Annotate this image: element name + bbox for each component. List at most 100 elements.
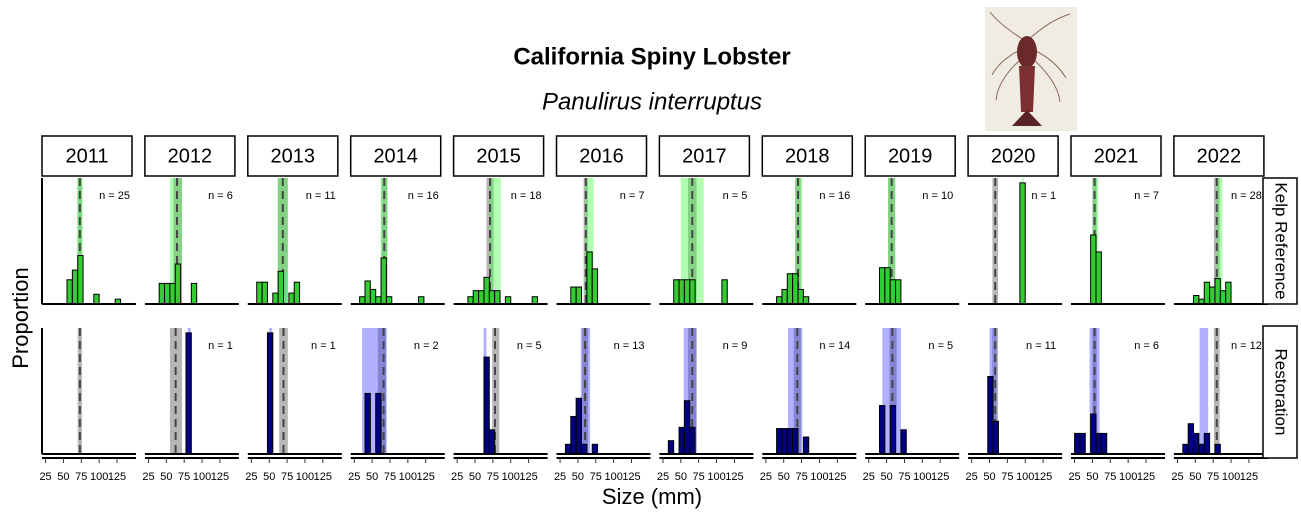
- reference-band: [486, 178, 494, 304]
- x-tick-label: 100: [1119, 471, 1137, 483]
- histogram-bar: [878, 405, 886, 455]
- sample-size: n = 2: [414, 340, 439, 352]
- histogram-bar: [884, 267, 891, 305]
- reference-band: [169, 328, 183, 454]
- x-tick-label: 75: [1207, 471, 1219, 483]
- histogram-bar: [158, 282, 166, 305]
- histogram-bar: [364, 392, 371, 455]
- histogram-bar: [359, 296, 366, 305]
- histogram-bar: [1074, 432, 1081, 455]
- facet-year: 2017: [682, 145, 727, 167]
- reference-band: [793, 328, 801, 454]
- confidence-band: [888, 178, 896, 304]
- histogram-bar: [385, 296, 393, 305]
- reference-band: [381, 178, 388, 304]
- facet-strip: [1173, 135, 1265, 177]
- confidence-band: [680, 178, 704, 304]
- reference-band: [377, 328, 387, 454]
- facet-year: 2015: [476, 145, 521, 167]
- histogram-bar: [802, 436, 810, 455]
- facet-strip: [349, 135, 442, 177]
- reference-band: [277, 178, 288, 304]
- histogram-bar: [667, 440, 675, 455]
- histogram-bar: [272, 292, 279, 305]
- x-tick-label: 25: [1068, 471, 1080, 483]
- facet-strip: [41, 135, 133, 177]
- histogram-bar: [169, 282, 176, 305]
- sample-size: n = 18: [511, 190, 542, 202]
- facet-year: 2013: [271, 145, 316, 167]
- x-tick-label: 75: [178, 471, 190, 483]
- sample-size: n = 6: [1134, 340, 1159, 352]
- sample-size: n = 1: [1031, 190, 1056, 202]
- x-tick-label: 75: [75, 471, 87, 483]
- x-tick-label: 50: [366, 471, 378, 483]
- sample-size: n = 14: [819, 340, 850, 352]
- sample-size: n = 5: [723, 190, 748, 202]
- facet-year: 2020: [991, 145, 1036, 167]
- x-tick-label: 100: [1222, 471, 1240, 483]
- confidence-band: [795, 178, 803, 304]
- x-tick-label: 50: [160, 471, 172, 483]
- histogram-bar: [256, 281, 263, 305]
- x-tick-label: 25: [451, 471, 463, 483]
- x-tick-label: 100: [913, 471, 931, 483]
- histogram-bar: [1095, 432, 1102, 455]
- facet-year: 2018: [785, 145, 830, 167]
- histogram-bar: [277, 270, 285, 305]
- facet-strip: [247, 135, 339, 177]
- histogram-bar: [1214, 278, 1221, 305]
- reference-band: [77, 328, 82, 454]
- histogram-bar: [1198, 443, 1205, 455]
- x-tick-label: 100: [1016, 471, 1034, 483]
- facet-strip: [967, 135, 1059, 177]
- histogram-bar: [288, 292, 295, 305]
- lobster-illustration: [985, 7, 1077, 131]
- histogram-bar: [895, 279, 902, 305]
- x-axis-label: Size (mm): [602, 484, 702, 509]
- sample-size: n = 7: [1134, 190, 1159, 202]
- sample-size: n = 13: [614, 340, 645, 352]
- reference-band: [77, 178, 82, 304]
- confidence-band: [882, 328, 901, 454]
- x-tick-label: 75: [384, 471, 396, 483]
- row-strip: [1262, 177, 1298, 305]
- histogram-bar: [591, 443, 599, 455]
- x-tick-label: 125: [931, 471, 949, 483]
- sample-size: n = 16: [819, 190, 850, 202]
- row-label: Kelp Reference: [1272, 182, 1291, 299]
- row-strip: [1262, 325, 1298, 459]
- histogram-bar: [878, 267, 886, 305]
- histogram-bar: [164, 282, 171, 305]
- x-tick-label: 100: [502, 471, 520, 483]
- histogram-bar: [380, 257, 387, 305]
- x-tick-label: 50: [881, 471, 893, 483]
- histogram-bar: [504, 296, 512, 305]
- x-tick-label: 100: [707, 471, 725, 483]
- row-label: Restoration: [1272, 349, 1291, 436]
- histogram-bar: [591, 268, 599, 305]
- histogram-bar: [992, 420, 999, 455]
- sample-size: n = 7: [620, 190, 645, 202]
- x-tick-label: 125: [314, 471, 332, 483]
- histogram-bar: [987, 375, 994, 455]
- histogram-bar: [1225, 281, 1232, 305]
- histogram-bar: [570, 286, 577, 305]
- facet-year: 2021: [1094, 145, 1139, 167]
- histogram-bar: [678, 279, 685, 305]
- x-tick-label: 75: [1001, 471, 1013, 483]
- reference-band: [795, 178, 801, 304]
- sample-size: n = 1: [208, 340, 233, 352]
- histogram-bar: [364, 280, 371, 305]
- confidence-band: [380, 178, 388, 304]
- confidence-band: [1089, 328, 1100, 454]
- histogram-bar: [375, 296, 382, 305]
- sample-size: n = 25: [99, 190, 130, 202]
- histogram-bar: [586, 251, 593, 305]
- x-tick-label: 125: [519, 471, 537, 483]
- histogram-bar: [689, 426, 696, 455]
- x-tick-label: 25: [863, 471, 875, 483]
- histogram-bar: [1079, 432, 1086, 455]
- reference-band: [888, 178, 896, 304]
